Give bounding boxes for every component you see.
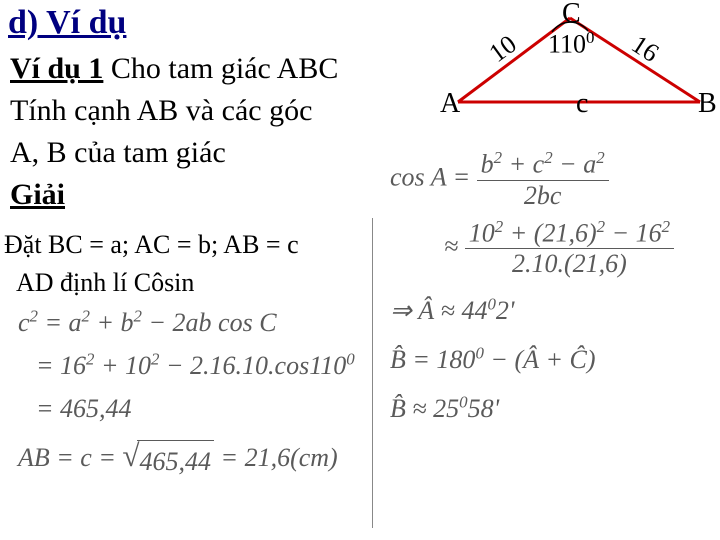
eq-result-B-value: B̂ ≈ 25058' [390,389,674,428]
eq-c-result: = 465,44 [18,388,355,431]
angle-c-value: 1100 [548,28,595,60]
problem-line-3: A, B của tam giác [10,132,338,174]
assign-step: Đặt BC = a; AC = b; AB = c [4,230,299,260]
side-c: c [576,88,588,120]
eq-c-numeric: = 162 + 102 − 2.16.10.cos1100 [18,345,355,388]
vertex-c: C [562,0,581,30]
vertex-b: B [698,88,717,120]
section-heading: d) Ví dụ [8,4,126,42]
eq-c-squared: c2 = a2 + b2 − 2ab cos C [18,302,355,345]
example-block: Ví dụ 1 Cho tam giác ABC Tính cạnh AB và… [10,48,338,216]
column-divider [372,218,373,528]
vertex-a: A [440,88,460,120]
triangle-diagram: C A B c 10 16 1100 [440,4,710,124]
eq-result-A: ⇒ Â ≈ 4402' [390,291,674,330]
solution-heading: Giải [10,174,338,216]
problem-line-1: Cho tam giác ABC [111,52,339,85]
eq-cosA-approx: ≈ 102 + (21,6)2 − 162 2.10.(21,6) [390,219,674,278]
right-equations: cos A = b2 + c2 − a2 2bc ≈ 102 + (21,6)2… [390,150,674,428]
eq-cosA: cos A = b2 + c2 − a2 2bc [390,150,674,209]
example-label: Ví dụ 1 [10,52,103,85]
cosine-law-step: AD định lí Côsin [16,268,194,298]
eq-ab-result: AB = c = √ 465,44 = 21,6(cm) [18,437,355,484]
eq-result-B-formula: B̂ = 1800 − (Â + Ĉ) [390,340,674,379]
left-equations: c2 = a2 + b2 − 2ab cos C = 162 + 102 − 2… [18,302,355,484]
problem-line-2: Tính cạnh AB và các góc [10,90,338,132]
